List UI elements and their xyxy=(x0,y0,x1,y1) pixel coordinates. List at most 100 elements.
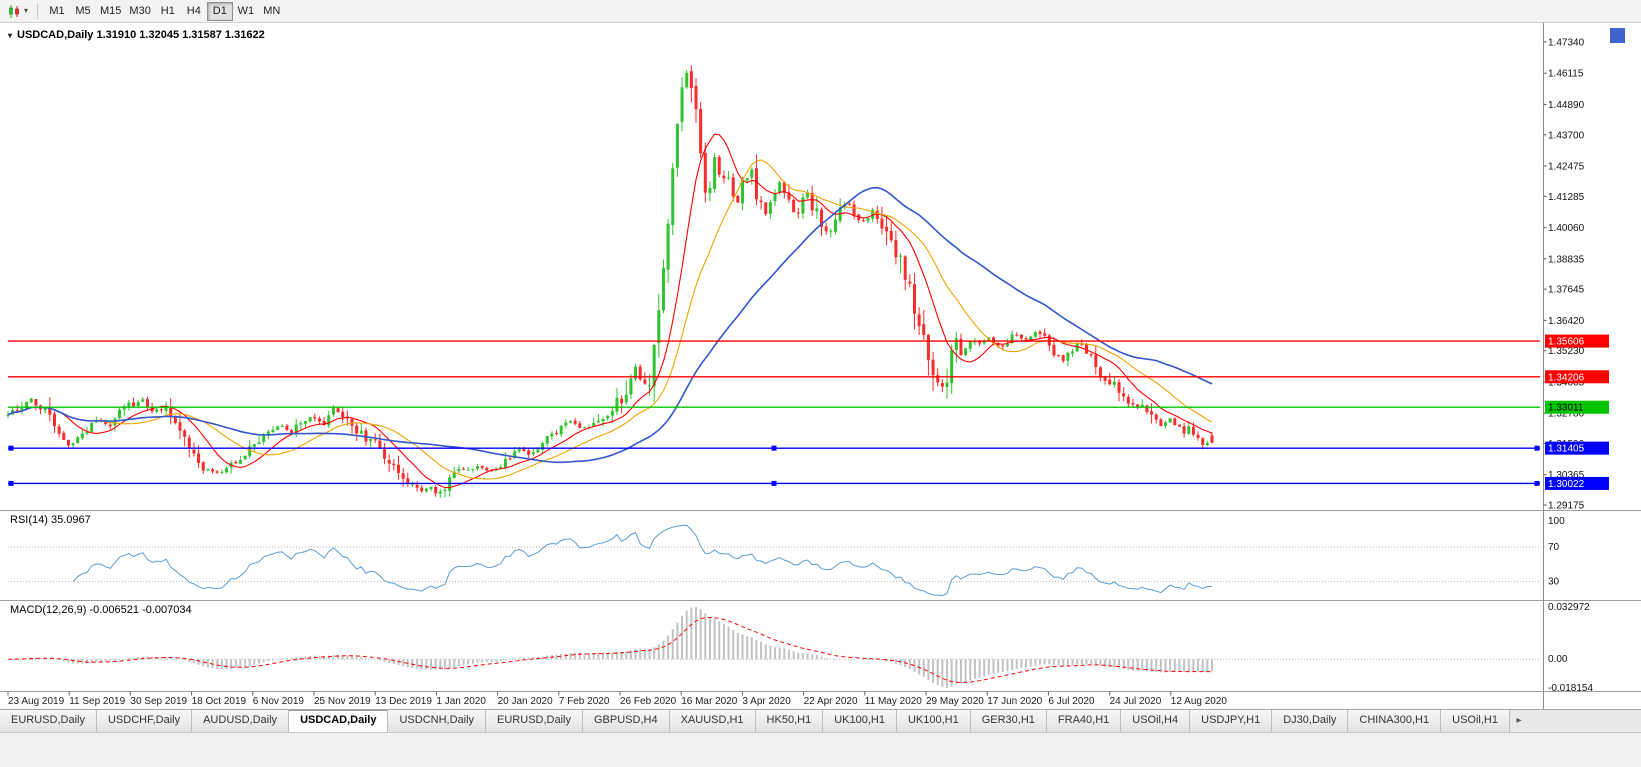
timeframe-button-mn[interactable]: MN xyxy=(263,4,281,17)
chart-tab-usoil-h4[interactable]: USOil,H4 xyxy=(1121,710,1191,732)
chart-tab-china300-h1[interactable]: CHINA300,H1 xyxy=(1348,710,1442,732)
ma-line-45[interactable] xyxy=(7,186,1213,464)
svg-text:11 Sep 2019: 11 Sep 2019 xyxy=(69,696,125,707)
chart-menu-icon[interactable]: ▾ xyxy=(8,30,13,40)
svg-text:1.30022: 1.30022 xyxy=(1548,479,1585,490)
chevron-down-icon: ▾ xyxy=(24,6,29,15)
chart-tab-uk100-h1[interactable]: UK100,H1 xyxy=(896,710,971,732)
svg-text:1.35606: 1.35606 xyxy=(1548,337,1585,348)
svg-text:1.35230: 1.35230 xyxy=(1548,346,1585,357)
chart-tab-eurusd-daily[interactable]: EURUSD,Daily xyxy=(0,710,97,732)
macd-indicator-label: MACD(12,26,9) -0.006521 -0.007034 xyxy=(10,604,192,616)
svg-text:-0.018154: -0.018154 xyxy=(1548,683,1593,694)
timeframe-button-m30[interactable]: M30 xyxy=(129,4,151,17)
corner-marker xyxy=(1610,28,1625,43)
line-handle[interactable] xyxy=(1534,480,1540,486)
svg-text:26 Feb 2020: 26 Feb 2020 xyxy=(620,696,677,707)
chart-tab-usdjpy-h1[interactable]: USDJPY,H1 xyxy=(1190,710,1273,732)
svg-text:23 Aug 2019: 23 Aug 2019 xyxy=(8,696,65,707)
svg-text:1.32780: 1.32780 xyxy=(1548,409,1585,420)
timeframe-button-m1[interactable]: M1 xyxy=(49,4,65,17)
svg-text:1.29175: 1.29175 xyxy=(1548,501,1585,512)
price-badge-1.31405: 1.31405 xyxy=(1545,441,1609,455)
chart-tab-ger30-h1[interactable]: GER30,H1 xyxy=(970,710,1047,732)
svg-text:29 May 2020: 29 May 2020 xyxy=(926,696,984,707)
svg-text:17 Jun 2020: 17 Jun 2020 xyxy=(987,696,1042,707)
svg-text:1.30365: 1.30365 xyxy=(1548,470,1585,481)
line-handle[interactable] xyxy=(771,445,777,451)
timeframe-button-d1[interactable]: D1 xyxy=(206,1,233,21)
horizontal-line-1.30022[interactable] xyxy=(8,480,1540,486)
chart-region[interactable]: 1.47340 1.46115 1.44890 1.43700 1.42475 1.412… xyxy=(0,23,1641,709)
chart-tab-usdcnh-daily[interactable]: USDCNH,Daily xyxy=(388,710,487,732)
svg-text:16 Mar 2020: 16 Mar 2020 xyxy=(681,696,738,707)
svg-text:7 Feb 2020: 7 Feb 2020 xyxy=(559,696,610,707)
svg-text:18 Oct 2019: 18 Oct 2019 xyxy=(192,696,247,707)
svg-text:22 Apr 2020: 22 Apr 2020 xyxy=(804,696,858,707)
svg-text:6 Jul 2020: 6 Jul 2020 xyxy=(1048,696,1095,707)
svg-text:1.44890: 1.44890 xyxy=(1548,100,1585,111)
svg-text:11 May 2020: 11 May 2020 xyxy=(865,696,923,707)
line-handle[interactable] xyxy=(8,445,14,451)
timeframe-button-m5[interactable]: M5 xyxy=(75,4,91,17)
svg-text:1.40060: 1.40060 xyxy=(1548,223,1585,234)
svg-text:30 Sep 2019: 30 Sep 2019 xyxy=(130,696,187,707)
chart-tab-usoil-h1[interactable]: USOil,H1 xyxy=(1441,710,1510,732)
svg-text:1.34206: 1.34206 xyxy=(1548,372,1585,383)
svg-text:1.43700: 1.43700 xyxy=(1548,130,1585,141)
chart-tab-gbpusd-h4[interactable]: GBPUSD,H4 xyxy=(583,710,670,732)
chart-tabs-bar: EURUSD,Daily USDCHF,Daily AUDUSD,Daily USDC… xyxy=(0,709,1641,732)
panel-dividers xyxy=(0,23,1641,709)
svg-text:20 Jan 2020: 20 Jan 2020 xyxy=(498,696,553,707)
status-bar xyxy=(0,732,1641,767)
svg-text:0.032972: 0.032972 xyxy=(1548,602,1590,613)
chart-tab-xauusd-h1[interactable]: XAUUSD,H1 xyxy=(669,710,756,732)
timeframe-group: M1 M5 M15 M30 H1 H4 D1 W1 MN xyxy=(44,1,285,21)
chart-type-button[interactable]: ▾ xyxy=(4,2,31,21)
indicator-level-lines xyxy=(8,546,1540,660)
toolbar-separator xyxy=(37,3,39,19)
rsi-line[interactable] xyxy=(72,524,1213,597)
chart-tab-hk50-h1[interactable]: HK50,H1 xyxy=(755,710,824,732)
chart-tab-uk100-h1[interactable]: UK100,H1 xyxy=(823,710,897,732)
indicator-scales[interactable]: 100 70 30 0.032972 0.00 -0.018154 xyxy=(1548,516,1593,694)
chart-tab-usdcad-daily[interactable]: USDCAD,Daily xyxy=(289,710,389,732)
timeframe-button-h4[interactable]: H4 xyxy=(186,4,201,17)
price-scale[interactable]: 1.47340 1.46115 1.44890 1.43700 1.42475 1.412… xyxy=(1543,38,1585,512)
chart-tab-fra40-h1[interactable]: FRA40,H1 xyxy=(1046,710,1122,732)
candles-layer xyxy=(6,65,1214,499)
time-scale[interactable]: 23 Aug 2019 11 Sep 2019 30 Sep 2019 18 Oct … xyxy=(7,691,1228,708)
svg-text:3 Apr 2020: 3 Apr 2020 xyxy=(742,696,791,707)
price-badge-1.30022: 1.30022 xyxy=(1545,476,1609,490)
tab-scroll-right-icon[interactable]: ▸ xyxy=(1516,715,1522,726)
chart-tab-audusd-daily[interactable]: AUDUSD,Daily xyxy=(192,710,290,732)
svg-text:1.31405: 1.31405 xyxy=(1548,444,1585,455)
svg-text:1 Jan 2020: 1 Jan 2020 xyxy=(436,696,486,707)
svg-text:30: 30 xyxy=(1548,577,1560,588)
chart-canvas[interactable]: 1.47340 1.46115 1.44890 1.43700 1.42475 1.412… xyxy=(0,23,1641,709)
line-handle[interactable] xyxy=(771,480,777,486)
timeframe-button-h1[interactable]: H1 xyxy=(160,4,175,17)
horizontal-line-1.31405[interactable] xyxy=(8,445,1540,451)
macd-histogram[interactable] xyxy=(8,607,1213,688)
chart-tab-dj30-daily[interactable]: DJ30,Daily xyxy=(1272,710,1349,732)
svg-text:12 Aug 2020: 12 Aug 2020 xyxy=(1171,696,1228,707)
price-badge-1.34206: 1.34206 xyxy=(1545,370,1609,384)
svg-text:1.38835: 1.38835 xyxy=(1548,254,1585,265)
chart-tab-usdchf-daily[interactable]: USDCHF,Daily xyxy=(96,710,193,732)
line-handle[interactable] xyxy=(1534,445,1540,451)
svg-text:1.41285: 1.41285 xyxy=(1548,192,1585,203)
line-handle[interactable] xyxy=(8,480,14,486)
timeframe-button-m15[interactable]: M15 xyxy=(100,4,122,17)
svg-text:24 Jul 2020: 24 Jul 2020 xyxy=(1110,696,1162,707)
ma-line-10[interactable] xyxy=(7,133,1213,489)
timeframe-button-w1[interactable]: W1 xyxy=(237,4,255,17)
chart-tab-eurusd-daily[interactable]: EURUSD,Daily xyxy=(486,710,583,732)
svg-text:1.33011: 1.33011 xyxy=(1548,403,1584,414)
toolbar: ▾ M1 M5 M15 M30 H1 H4 D1 W1 MN xyxy=(0,0,1641,23)
candlestick-chart-icon xyxy=(9,4,19,18)
ma-line-20[interactable] xyxy=(7,159,1213,480)
svg-text:13 Dec 2019: 13 Dec 2019 xyxy=(375,696,432,707)
macd-signal-line[interactable] xyxy=(7,616,1213,683)
svg-text:1.46115: 1.46115 xyxy=(1548,69,1584,80)
